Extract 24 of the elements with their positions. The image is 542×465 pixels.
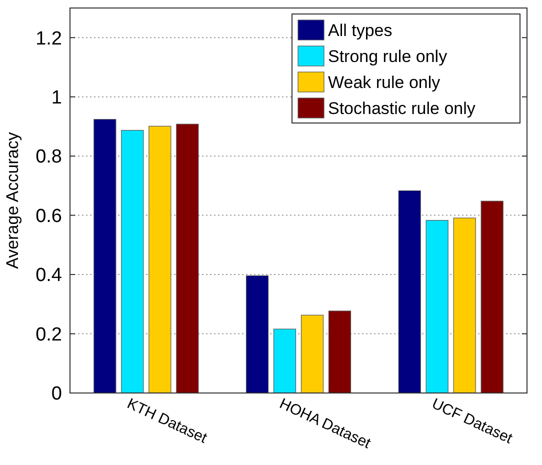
bar	[300, 314, 324, 394]
y-tick-label: 0.2	[36, 324, 62, 346]
bar	[148, 126, 172, 394]
bar	[453, 218, 476, 394]
legend-label: Strong rule only	[328, 46, 448, 66]
y-axis-title: Average Accuracy	[3, 132, 22, 269]
bar	[246, 275, 269, 394]
legend-label: Weak rule only	[328, 72, 441, 92]
bar	[328, 310, 352, 394]
bar	[121, 130, 144, 394]
bar	[426, 220, 448, 394]
bar	[480, 200, 504, 394]
y-tick-label: 1	[51, 87, 62, 108]
bar	[398, 190, 421, 394]
legend-label: Stochastic rule only	[328, 98, 476, 118]
y-tick-label: 1.2	[36, 28, 62, 50]
bar	[273, 328, 296, 394]
y-tick-label: 0.8	[36, 146, 62, 168]
y-tick-label: 0	[51, 384, 62, 405]
y-tick-label: 0.4	[36, 265, 62, 286]
bar	[94, 119, 116, 394]
legend-label: All types	[328, 20, 392, 40]
bar	[176, 124, 199, 394]
y-tick-label: 0.6	[36, 206, 62, 227]
